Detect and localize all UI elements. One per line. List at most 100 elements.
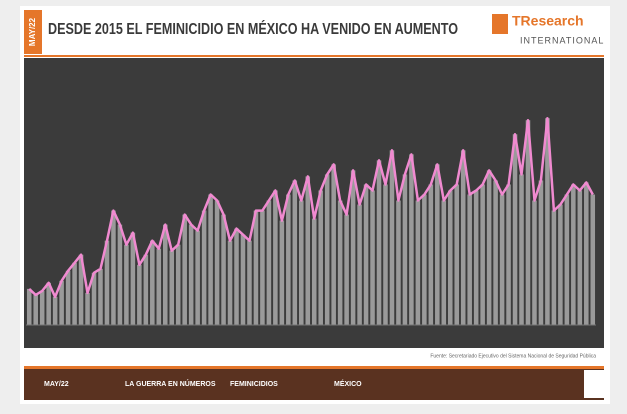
bar bbox=[72, 262, 77, 325]
bar bbox=[532, 200, 537, 325]
bar bbox=[318, 190, 323, 325]
brand-sub: INTERNATIONAL bbox=[520, 35, 604, 45]
bar bbox=[428, 184, 434, 325]
bar bbox=[117, 224, 123, 325]
bar bbox=[389, 150, 395, 325]
line bbox=[28, 116, 594, 299]
bar bbox=[234, 228, 239, 325]
bar bbox=[370, 190, 375, 325]
bar bbox=[52, 296, 58, 325]
bar bbox=[551, 210, 557, 325]
bar bbox=[78, 254, 84, 325]
bar bbox=[169, 250, 175, 325]
bar bbox=[104, 240, 110, 325]
bar bbox=[480, 184, 485, 325]
bar bbox=[402, 174, 408, 325]
bar bbox=[324, 174, 330, 325]
bar bbox=[383, 184, 388, 325]
bar bbox=[447, 190, 453, 325]
footer-item: LA GUERRA EN NÚMEROS bbox=[125, 379, 216, 388]
bar bbox=[156, 248, 162, 325]
bar bbox=[182, 214, 187, 325]
bar bbox=[260, 210, 265, 325]
bar bbox=[279, 220, 285, 325]
bar bbox=[473, 190, 479, 325]
bar bbox=[286, 194, 291, 325]
bar bbox=[396, 200, 401, 325]
divider bbox=[24, 55, 604, 57]
bar bbox=[558, 204, 563, 325]
bar bbox=[26, 288, 32, 325]
bar bbox=[512, 134, 518, 325]
bar bbox=[91, 272, 97, 325]
bar bbox=[39, 290, 45, 325]
bar bbox=[344, 214, 349, 325]
bar bbox=[519, 174, 524, 325]
bar bbox=[409, 154, 414, 325]
bar bbox=[499, 194, 505, 325]
bar bbox=[33, 294, 38, 325]
bar bbox=[221, 214, 226, 325]
side-label: MAY/22 bbox=[28, 17, 37, 46]
chart-title: DESDE 2015 EL FEMINICIDIO EN MÉXICO HA V… bbox=[48, 21, 458, 38]
bar bbox=[357, 204, 362, 325]
bar bbox=[175, 244, 181, 325]
bar bbox=[266, 200, 272, 325]
bar bbox=[331, 164, 336, 325]
bar bbox=[590, 194, 596, 325]
bar bbox=[577, 190, 583, 325]
footer-item: MAY/22 bbox=[44, 381, 69, 388]
bar bbox=[525, 120, 531, 326]
bar bbox=[564, 194, 570, 325]
bar bbox=[337, 200, 343, 325]
footer-item: FEMINICIDIOS bbox=[230, 381, 278, 388]
bar bbox=[65, 270, 71, 325]
bar bbox=[227, 240, 233, 325]
bar bbox=[150, 240, 155, 325]
bar bbox=[195, 230, 200, 325]
bar bbox=[486, 170, 492, 325]
bar bbox=[162, 224, 168, 325]
bar bbox=[137, 264, 142, 325]
bar bbox=[111, 210, 116, 325]
footer-bar bbox=[24, 366, 604, 400]
bar bbox=[441, 200, 447, 325]
bar bbox=[299, 200, 304, 325]
bar bbox=[214, 200, 220, 325]
bar bbox=[201, 210, 207, 325]
bar bbox=[584, 182, 589, 325]
bar bbox=[422, 194, 427, 325]
bar bbox=[85, 292, 90, 325]
bar bbox=[467, 194, 472, 325]
bar bbox=[98, 268, 103, 325]
brand-icon bbox=[492, 14, 508, 34]
bar bbox=[208, 194, 213, 325]
bar bbox=[538, 180, 544, 325]
bar bbox=[545, 118, 550, 325]
bar bbox=[454, 184, 460, 325]
bar bbox=[273, 190, 278, 325]
bar bbox=[571, 184, 576, 325]
footer-line bbox=[24, 366, 604, 369]
bar bbox=[253, 210, 259, 325]
bar bbox=[292, 180, 298, 325]
qr-code bbox=[584, 370, 604, 398]
bar bbox=[124, 244, 129, 325]
source: Fuente: Secretariado Ejecutivo del Siste… bbox=[430, 353, 596, 359]
bar bbox=[435, 164, 440, 325]
bar bbox=[247, 240, 252, 325]
bar bbox=[188, 224, 194, 325]
bar bbox=[46, 282, 51, 325]
bar bbox=[240, 234, 246, 325]
bar bbox=[305, 176, 311, 325]
bar bbox=[376, 160, 382, 325]
bar bbox=[460, 150, 466, 325]
bar bbox=[415, 200, 421, 325]
side-stripe bbox=[24, 10, 42, 54]
bar bbox=[493, 180, 498, 325]
bar bbox=[143, 254, 149, 325]
bar bbox=[311, 218, 317, 325]
bar bbox=[350, 170, 356, 325]
brand: TResearch bbox=[512, 13, 584, 29]
